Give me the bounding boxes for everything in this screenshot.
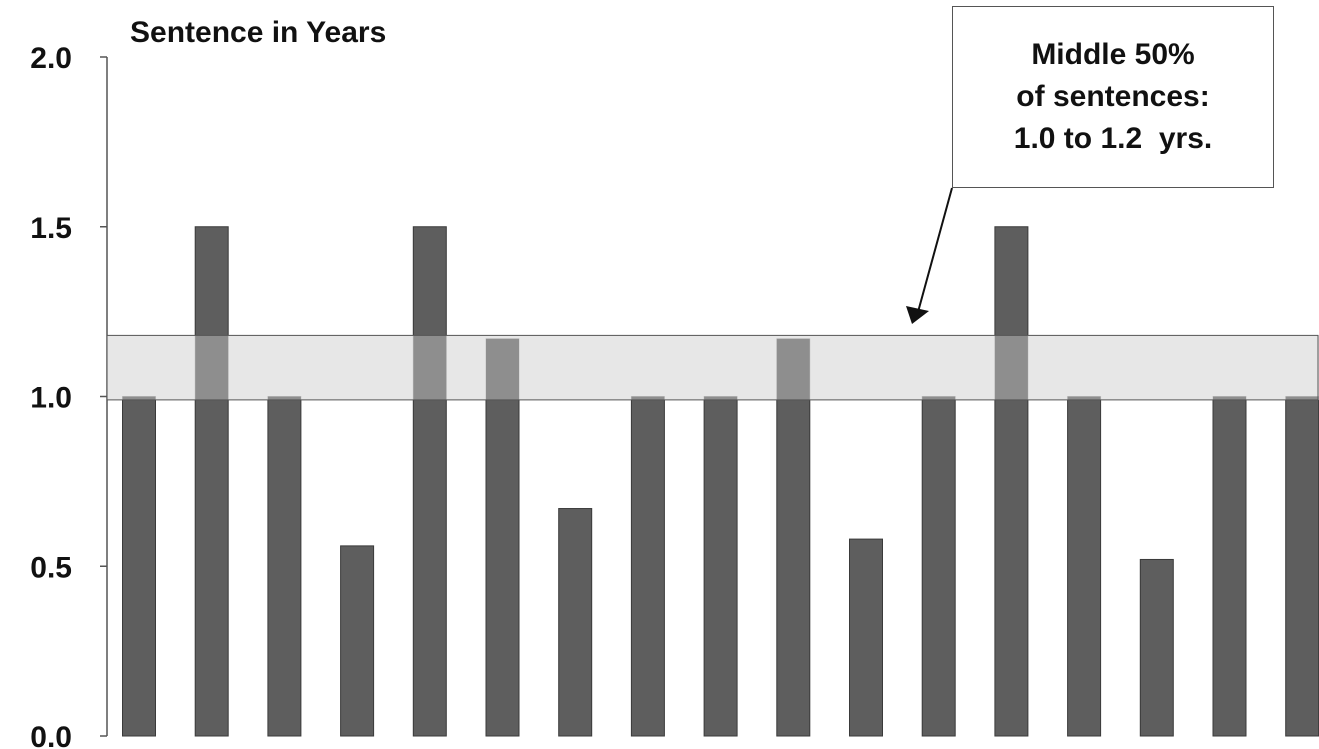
bar: [630, 396, 665, 737]
bar: [412, 226, 447, 737]
y-tick-label: 1.5: [30, 212, 72, 245]
bar-band-overlap: [122, 396, 156, 400]
y-axis: 0.0 0.5 1.0 1.5 2.0: [30, 42, 108, 749]
bar: [994, 226, 1029, 737]
bar-band-overlap: [486, 338, 519, 400]
bar: [776, 338, 811, 737]
bar: [1139, 558, 1174, 737]
bar: [921, 396, 956, 737]
bar-band-overlap: [994, 335, 1028, 400]
band-bar-overlaps: [122, 335, 1319, 400]
bar-band-overlap: [776, 338, 810, 400]
bar: [485, 338, 520, 737]
bar: [1285, 396, 1319, 737]
bar: [1067, 396, 1102, 737]
middle-50-band-outline: [106, 334, 1319, 401]
bar: [194, 226, 229, 737]
bar: [558, 508, 593, 737]
bars: [122, 226, 1319, 737]
y-tick-label: 0.5: [30, 551, 72, 584]
bar-band-overlap: [1213, 396, 1246, 400]
callout-line-3: 1.0 to 1.2 yrs.: [1013, 122, 1213, 155]
bar-band-overlap: [1067, 396, 1101, 400]
y-tick-label: 0.0: [30, 721, 72, 749]
bar: [267, 396, 302, 737]
y-tick-label: 1.0: [30, 382, 72, 415]
bar-band-overlap: [922, 396, 956, 400]
y-axis-label: Sentence in Years: [130, 16, 386, 49]
callout-line-1: Middle 50%: [1031, 38, 1195, 71]
y-tick-label: 2.0: [30, 42, 72, 75]
callout-box: Middle 50% of sentences: 1.0 to 1.2 yrs.: [952, 6, 1274, 188]
bar: [1212, 396, 1247, 737]
bar-band-overlap: [631, 396, 665, 400]
bar-band-overlap: [413, 335, 447, 400]
bar-band-overlap: [267, 396, 301, 400]
bar-band-overlap: [704, 396, 738, 400]
bar: [340, 545, 375, 737]
bar: [703, 396, 738, 737]
bar: [122, 396, 156, 737]
bar-band-overlap: [195, 335, 229, 400]
bar: [849, 538, 883, 737]
bar-band-overlap: [1285, 396, 1319, 400]
callout-arrow: [906, 187, 953, 324]
middle-50-band: [107, 335, 1319, 400]
callout-line-2: of sentences:: [1016, 80, 1210, 113]
